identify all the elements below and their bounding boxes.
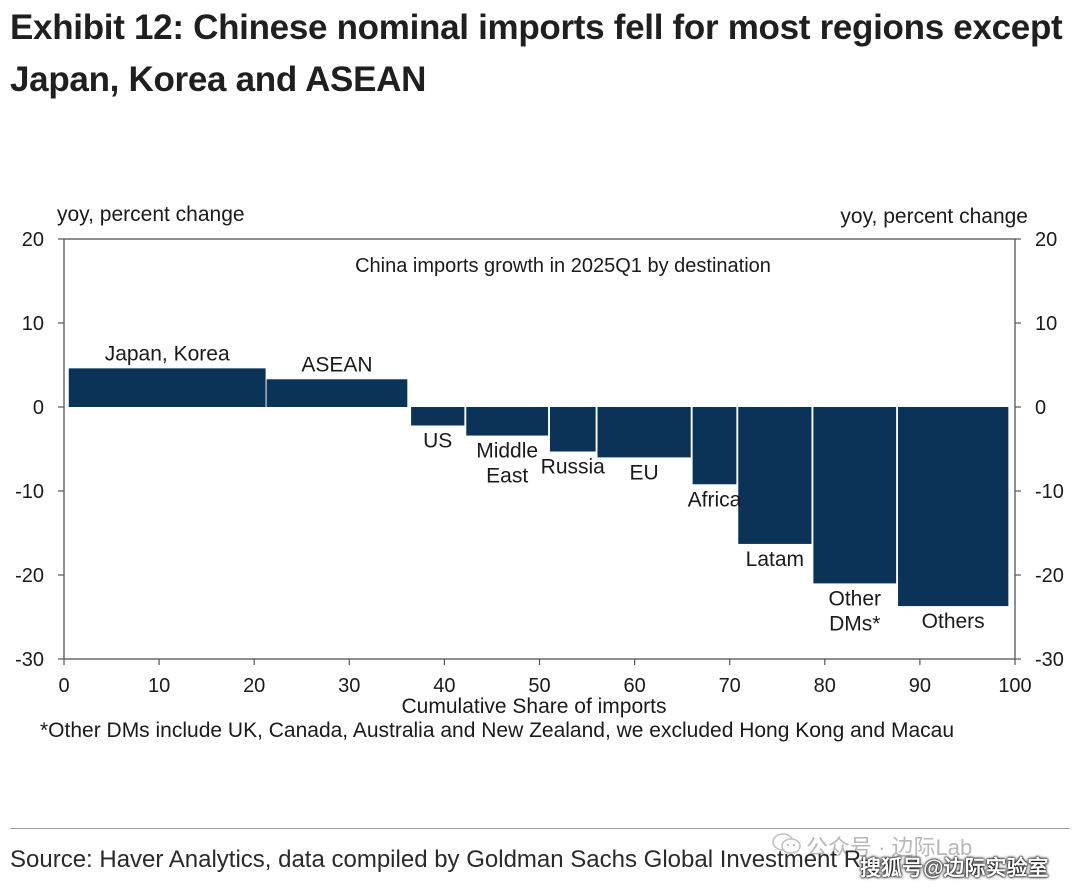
y-tick-label-left: -30 xyxy=(15,649,44,671)
bar-label: Africa xyxy=(688,488,742,511)
y-axis-label-left: yoy, percent change xyxy=(57,203,245,226)
x-tick-label: 90 xyxy=(909,675,931,697)
chart-subtitle: China imports growth in 2025Q1 by destin… xyxy=(355,255,771,277)
footnote: *Other DMs include UK, Canada, Australia… xyxy=(40,719,955,742)
y-tick-label-left: 0 xyxy=(33,397,44,419)
bar-russia xyxy=(549,407,596,452)
x-tick-label: 40 xyxy=(433,675,455,697)
bars-layer xyxy=(68,368,1009,607)
wechat-icon xyxy=(772,833,801,854)
bar-label: ASEAN xyxy=(301,353,372,376)
x-tick-label: 50 xyxy=(528,675,550,697)
bar-eu xyxy=(597,407,691,458)
bar-others xyxy=(898,407,1009,607)
bar-label: EU xyxy=(630,461,659,484)
bar-africa xyxy=(692,407,737,485)
x-tick-label: 30 xyxy=(338,675,360,697)
bar-other-dms xyxy=(813,407,897,584)
y-tick-label-right: 0 xyxy=(1035,397,1046,419)
y-axis-label-right: yoy, percent change xyxy=(840,205,1028,228)
y-tick-label-right: -20 xyxy=(1035,565,1064,587)
y-tick-label-right: -30 xyxy=(1035,649,1064,671)
y-tick-label-left: 10 xyxy=(22,313,44,335)
x-tick-label: 100 xyxy=(998,675,1031,697)
bar-label: DMs* xyxy=(829,612,880,635)
y-tick-label-left: 20 xyxy=(22,229,44,251)
x-tick-label: 70 xyxy=(719,675,741,697)
x-tick-label: 0 xyxy=(58,675,69,697)
bar-japan-korea xyxy=(68,368,266,407)
chart: yoy, percent change yoy, percent change … xyxy=(15,203,1064,718)
bar-middle-east xyxy=(466,407,549,436)
x-tick-label: 10 xyxy=(148,675,170,697)
bar-label: Russia xyxy=(541,456,606,479)
bar-label: East xyxy=(486,465,528,488)
bar-latam xyxy=(738,407,812,544)
bar-label: Middle xyxy=(476,440,538,463)
y-tick-label-left: -10 xyxy=(15,481,44,503)
y-tick-label-right: -10 xyxy=(1035,481,1064,503)
source-note: Source: Haver Analytics, data compiled b… xyxy=(10,846,862,873)
bar-label: Others xyxy=(922,610,985,633)
bar-asean xyxy=(266,379,408,407)
bar-us xyxy=(411,407,465,426)
y-tick-label-right: 10 xyxy=(1035,313,1057,335)
y-tick-label-left: -20 xyxy=(15,565,44,587)
y-tick-label-right: 20 xyxy=(1035,229,1057,251)
x-tick-label: 60 xyxy=(623,675,645,697)
bar-label: Latam xyxy=(746,548,804,571)
bar-label: Other xyxy=(828,587,881,610)
watermark-bottom: 搜狐号@边际实验室 xyxy=(860,857,1049,880)
bar-label: Japan, Korea xyxy=(105,342,230,365)
x-axis-label: Cumulative Share of imports xyxy=(402,695,667,718)
bar-label: US xyxy=(423,429,452,452)
x-tick-label: 20 xyxy=(243,675,265,697)
watermark-top: 公众号 · 边际Lab xyxy=(806,835,973,860)
page-title: Exhibit 12: Chinese nominal imports fell… xyxy=(10,8,1063,99)
divider xyxy=(10,828,1070,829)
x-tick-label: 80 xyxy=(814,675,836,697)
